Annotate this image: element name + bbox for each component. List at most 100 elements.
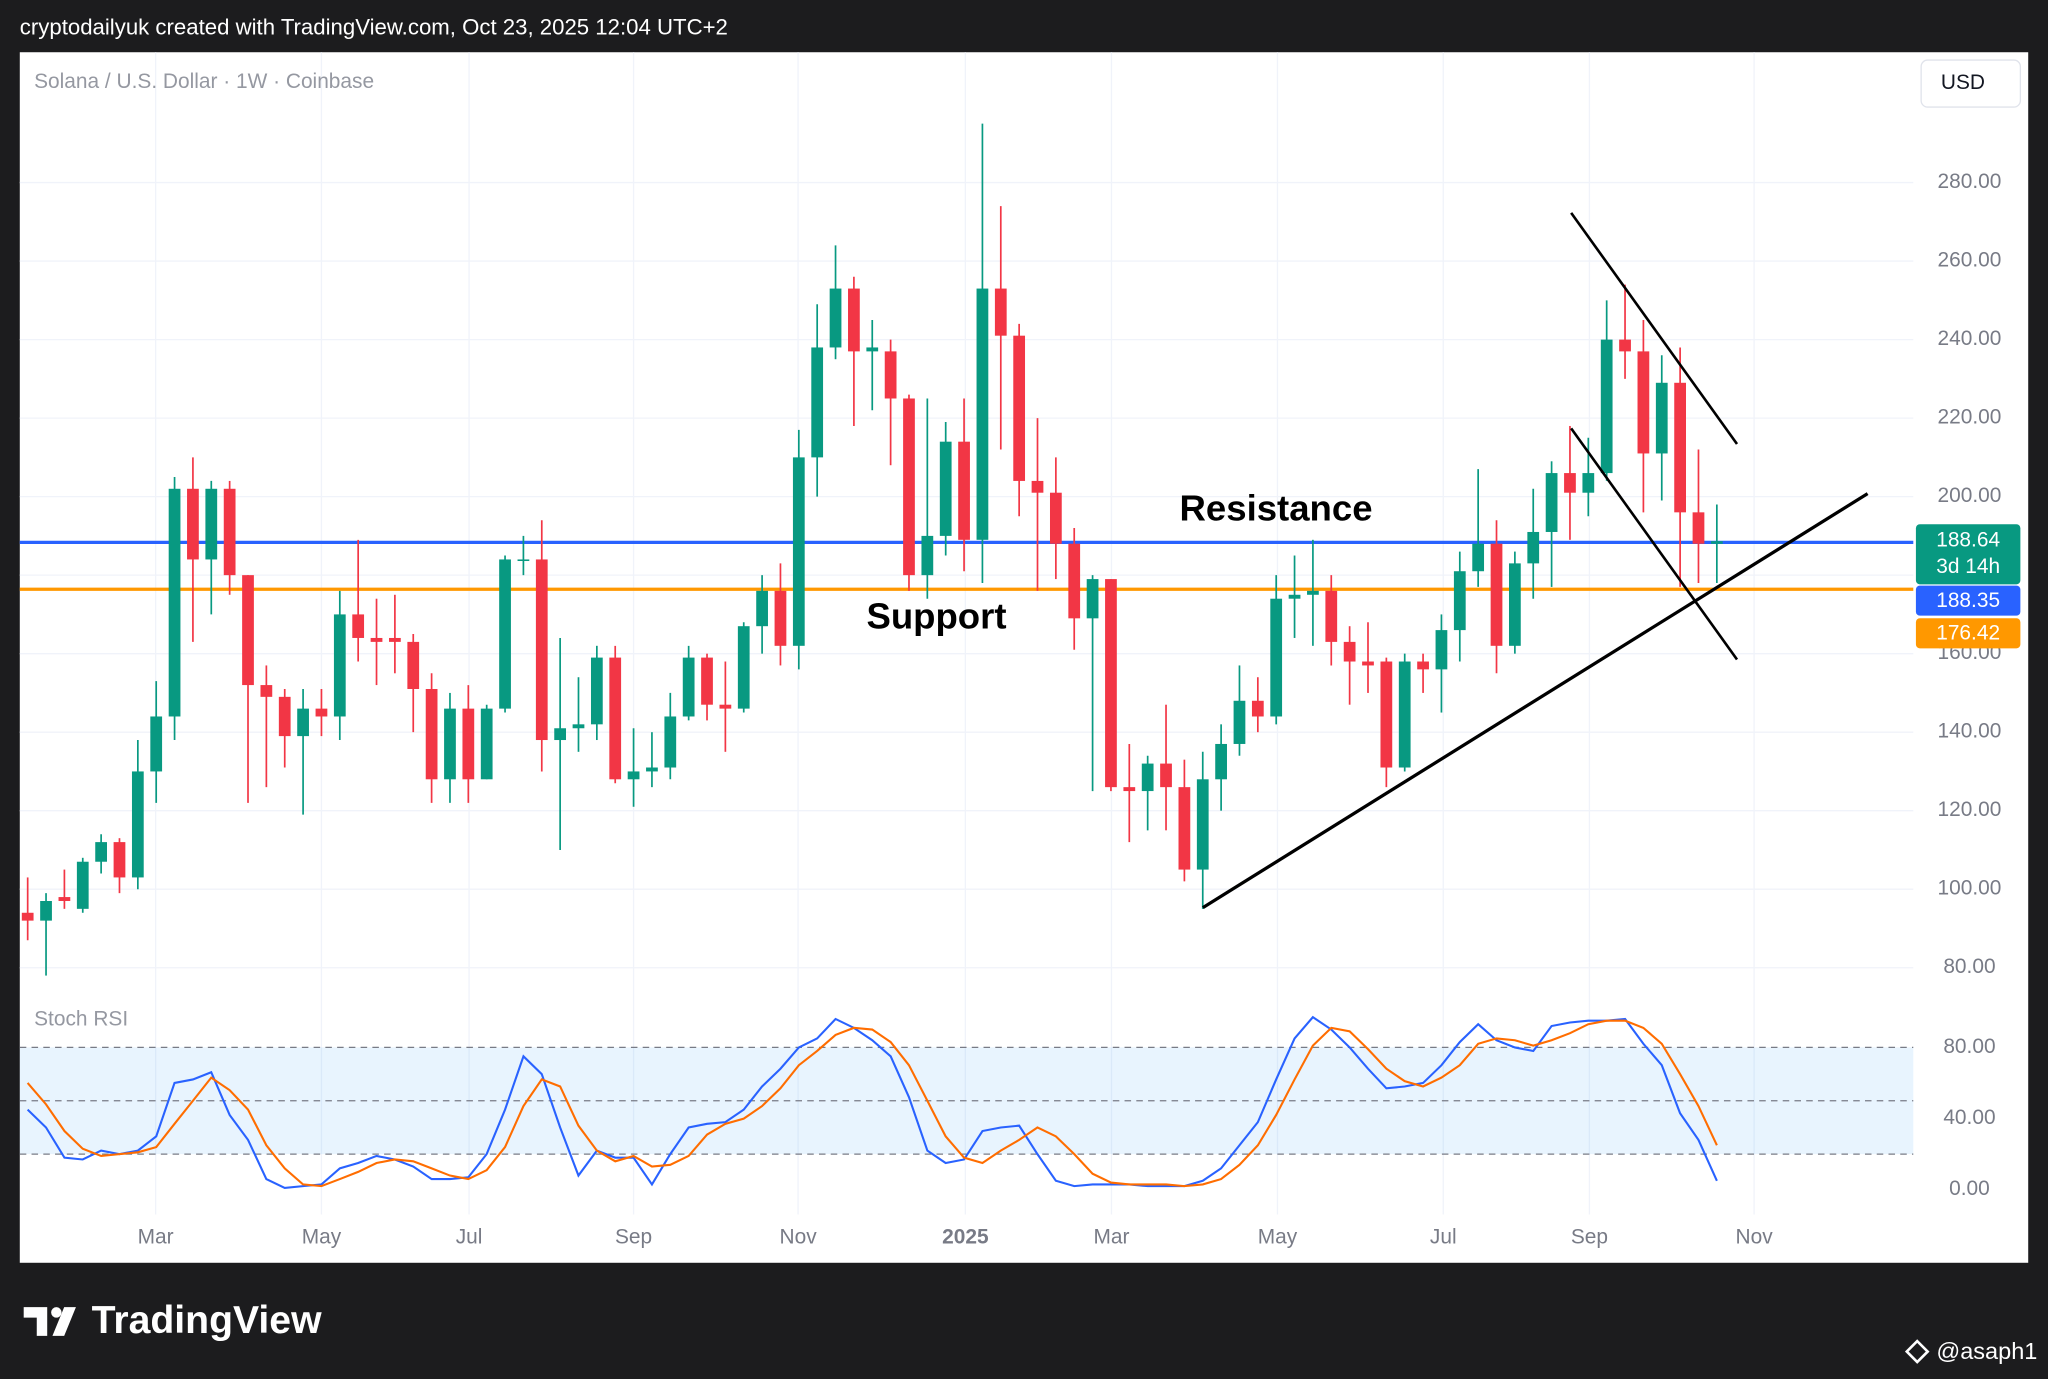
x-tick-label: May <box>1258 1225 1298 1248</box>
candle-body <box>95 842 107 862</box>
y-tick-label: 40.00 <box>1943 1106 1995 1129</box>
candle-body <box>756 590 768 627</box>
candle-body <box>1380 661 1393 768</box>
candle-body <box>1362 661 1374 666</box>
candle-body <box>1435 630 1448 670</box>
candle-body <box>590 657 603 725</box>
candle-body <box>407 641 420 689</box>
candle-body <box>792 457 805 646</box>
candle-body <box>1270 598 1283 717</box>
level-label: 176.42 <box>1936 621 2000 644</box>
y-tick-label: 80.00 <box>1943 1035 1995 1058</box>
y-tick-label: 100.00 <box>1938 877 2002 900</box>
candle-body <box>1160 763 1172 788</box>
candle-body <box>1564 473 1576 493</box>
x-tick-label: Mar <box>1094 1225 1130 1248</box>
candle-body <box>994 288 1007 336</box>
candle-body <box>535 559 548 741</box>
candle-body <box>187 488 199 560</box>
candle-body <box>278 696 291 737</box>
candle-body <box>958 441 970 540</box>
currency[interactable]: USD <box>1941 71 1985 94</box>
candle-body <box>1490 543 1503 646</box>
symbol-title: Solana / U.S. Dollar · 1W · Coinbase <box>34 70 374 93</box>
x-tick-label: Jul <box>1430 1225 1457 1248</box>
candle-body <box>627 771 640 780</box>
candle-body <box>76 861 89 909</box>
last-price: 188.64 <box>1936 529 2000 552</box>
chart-panel <box>19 52 2029 1263</box>
candle-body <box>1123 787 1136 792</box>
y-tick-label: 0.00 <box>1949 1177 1990 1200</box>
logo-mark <box>23 1307 76 1336</box>
candle-body <box>1453 571 1466 631</box>
x-tick-label: Jul <box>456 1225 483 1248</box>
candle-body <box>444 708 456 780</box>
candle-body <box>1196 779 1209 870</box>
candle-body <box>1215 743 1227 780</box>
y-tick-label: 240.00 <box>1938 327 2002 350</box>
candle-body <box>1509 563 1521 646</box>
candle-body <box>40 900 52 921</box>
last-price-box <box>1915 524 2021 585</box>
currency-button[interactable] <box>1920 59 2022 108</box>
candle-body <box>737 626 750 709</box>
candle-body <box>646 767 658 772</box>
candle-body <box>848 288 860 352</box>
y-tick-label: 260.00 <box>1938 249 2002 272</box>
y-tick-label: 80.00 <box>1943 955 1995 978</box>
candle-body <box>517 559 530 562</box>
candle-body <box>113 842 126 878</box>
user-handle: @asaph1 <box>1936 1338 2037 1364</box>
candle-body <box>480 708 493 780</box>
candle-body <box>554 728 567 741</box>
candle-body <box>1105 579 1117 788</box>
candle-body <box>976 288 989 540</box>
candle-body <box>1600 339 1613 474</box>
candle-body <box>223 488 236 576</box>
candle-body <box>1307 590 1319 595</box>
candle-body <box>1527 531 1540 564</box>
candle-body <box>811 347 824 458</box>
candle-body <box>682 657 695 717</box>
y-tick-label: 280.00 <box>1938 170 2002 193</box>
candle-body <box>462 708 475 780</box>
indicator-title: Stoch RSI <box>34 1007 128 1030</box>
candle-body <box>315 708 328 717</box>
candle-body <box>921 535 934 576</box>
candle-body <box>1141 763 1154 792</box>
candle-body <box>1325 590 1338 642</box>
countdown: 3d 14h <box>1936 555 2000 578</box>
annotation: Resistance <box>1180 487 1373 528</box>
candle-body <box>1545 473 1558 532</box>
candle-body <box>1251 700 1264 717</box>
candle-body <box>1068 543 1081 619</box>
trendline <box>1202 492 1869 909</box>
logo-dot <box>51 1307 62 1318</box>
candle-body <box>58 897 71 901</box>
candle-body <box>1178 787 1191 870</box>
candle-body <box>297 708 309 737</box>
candle-body <box>1288 594 1301 599</box>
candle-body <box>609 657 622 780</box>
candle-body <box>389 637 401 642</box>
candle-body <box>1086 579 1099 619</box>
annotation: Support <box>866 596 1006 637</box>
candle-body <box>1619 339 1631 352</box>
candle-body <box>829 288 842 348</box>
user-icon <box>1904 1339 1930 1364</box>
candle-body <box>866 347 879 352</box>
candle-body <box>1031 480 1044 493</box>
candle-body <box>1674 382 1686 513</box>
candle-body <box>205 488 218 560</box>
tradingview-logo: TradingView <box>23 1299 322 1342</box>
candle-body <box>1417 661 1429 670</box>
y-tick-label: 220.00 <box>1938 406 2002 429</box>
chart-layer: Mar May Jul Sep Nov 2025 Mar May Jul Sep Nov 80.00 1… <box>19 52 2021 1248</box>
candle-body <box>352 614 365 638</box>
candle-body <box>168 488 181 717</box>
candle-body <box>701 657 713 705</box>
candle-body <box>719 704 732 709</box>
y-tick-label: 200.00 <box>1938 484 2002 507</box>
